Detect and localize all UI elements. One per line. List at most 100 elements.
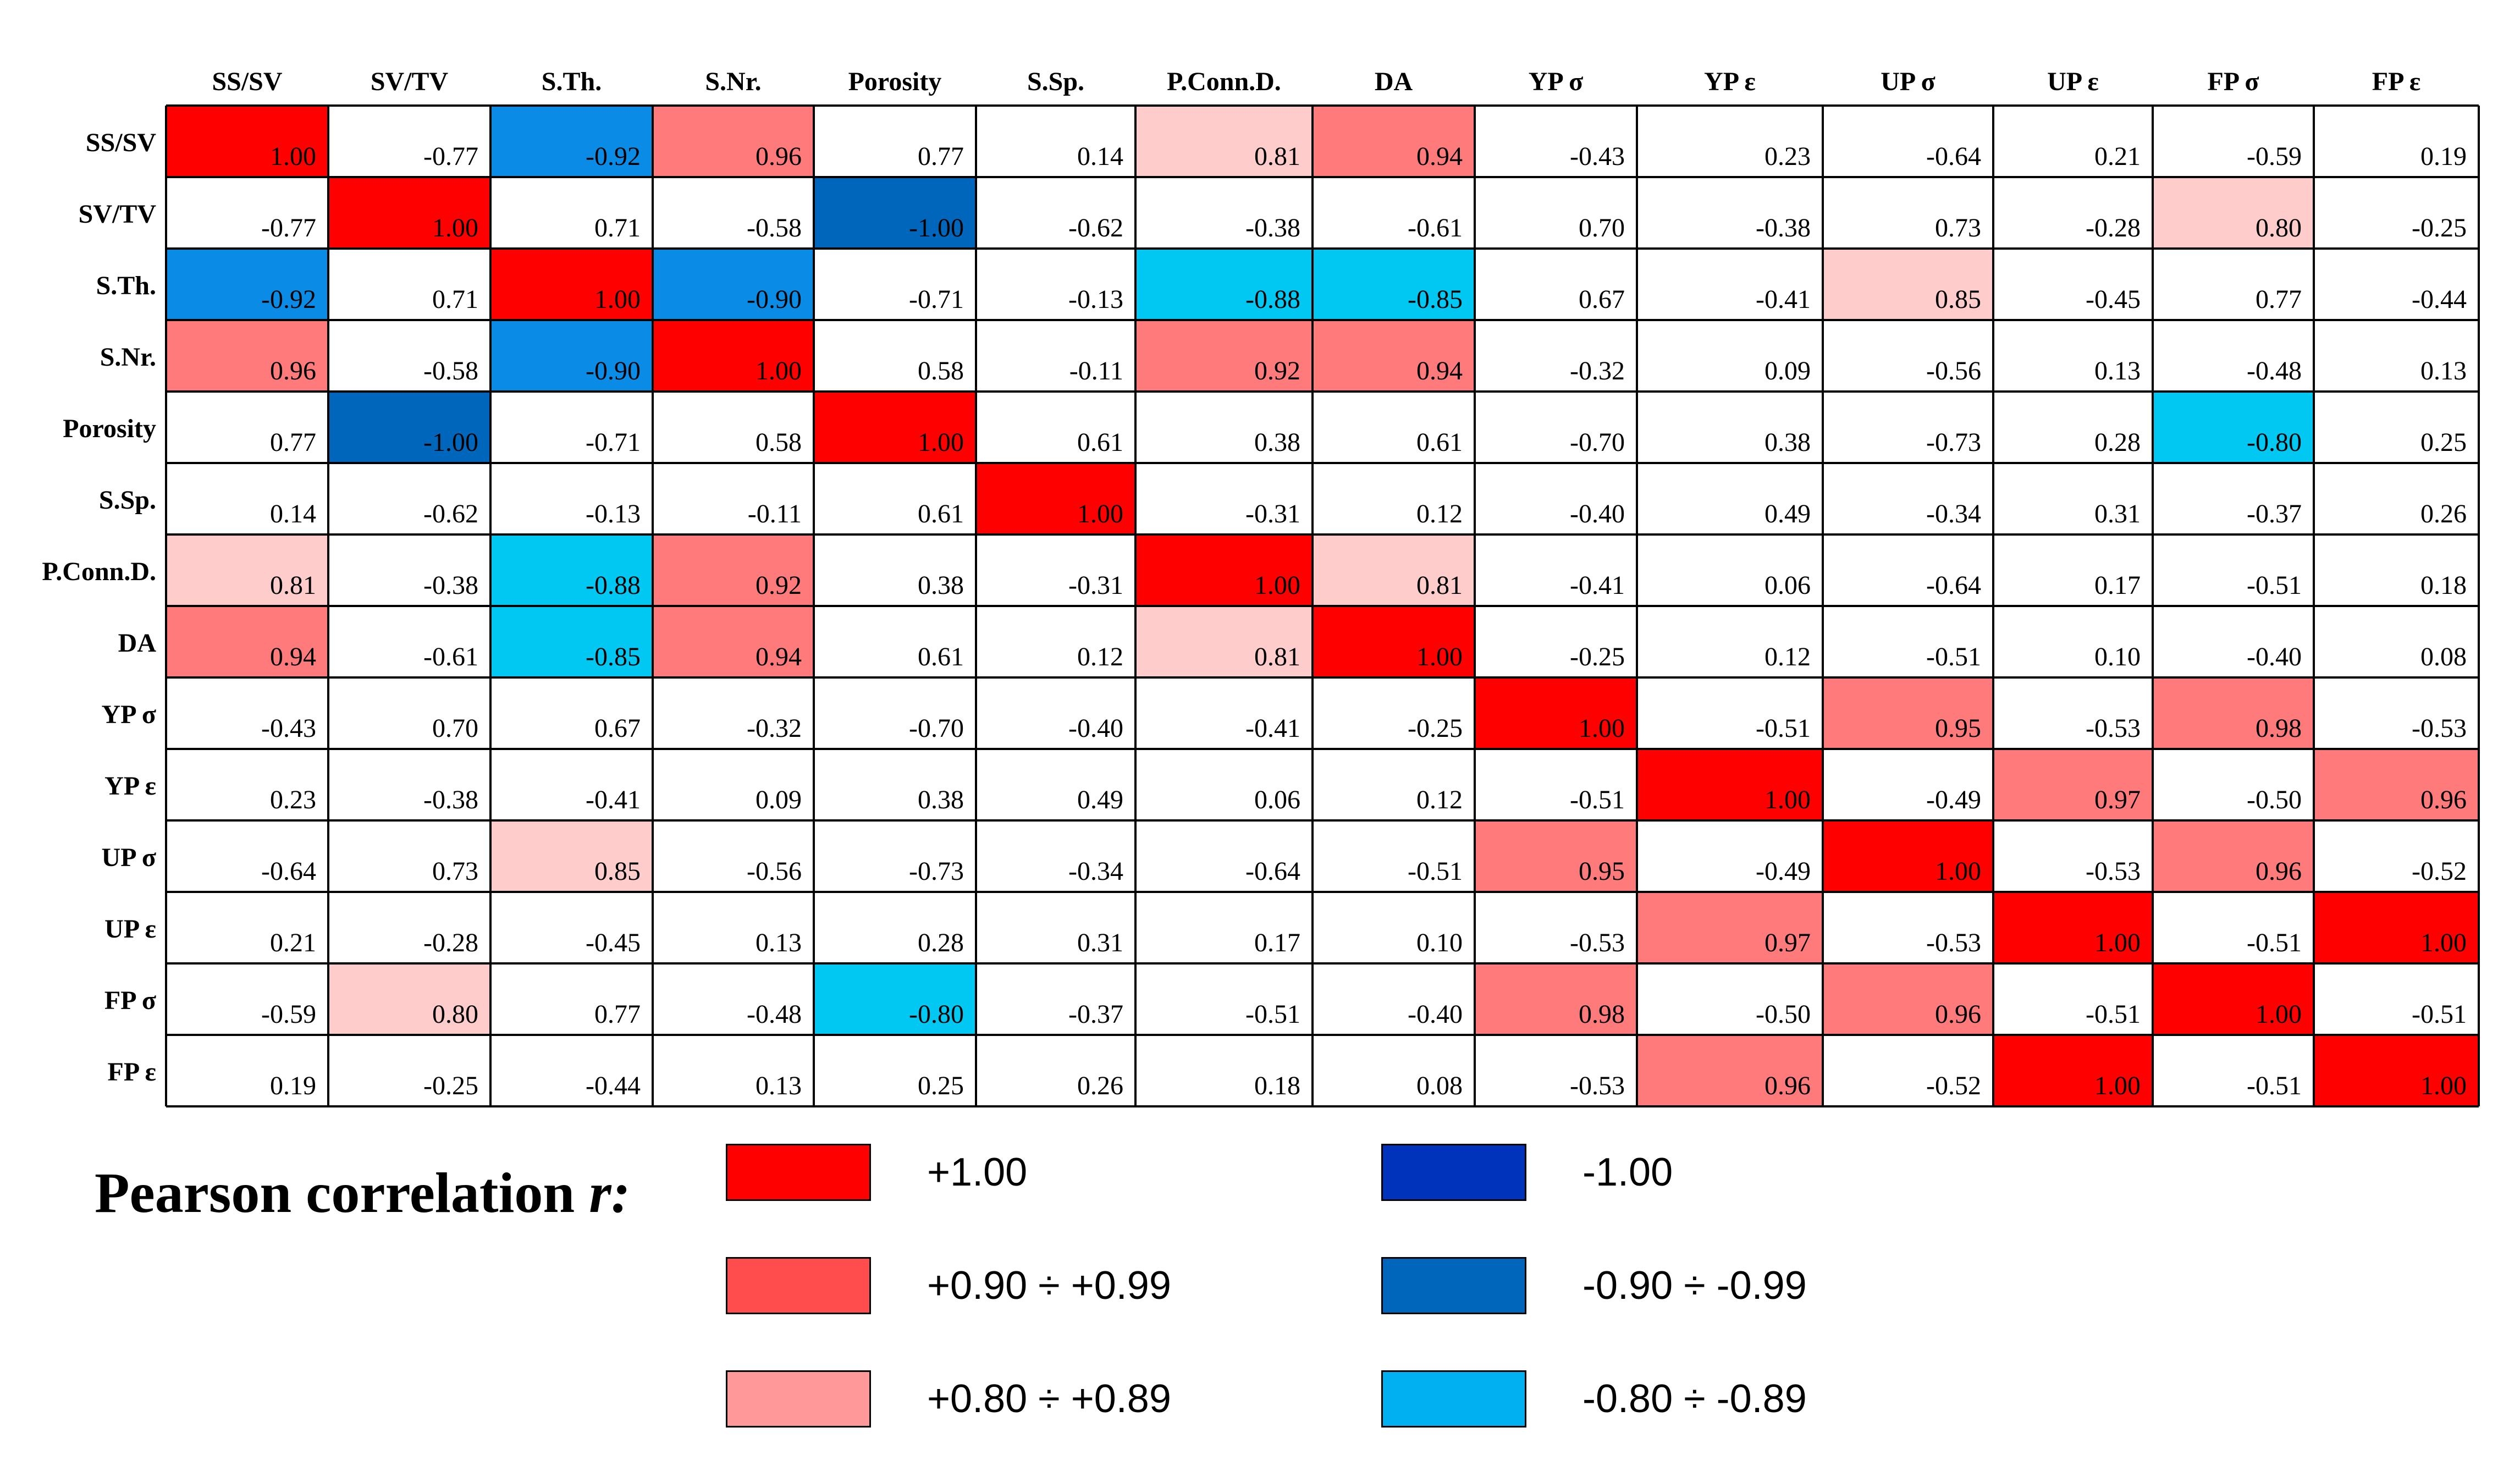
cell-value: 1.00 — [2420, 1071, 2467, 1100]
cell-value: -0.88 — [586, 571, 641, 600]
cell-value: -0.51 — [2247, 571, 2302, 600]
cell-fill — [166, 534, 328, 606]
cell-value: 0.12 — [1416, 499, 1463, 528]
cell-value: -0.50 — [2247, 785, 2302, 814]
cell-value: -0.85 — [1408, 285, 1463, 314]
cell-fill — [1637, 892, 1823, 963]
cell-value: -0.51 — [2086, 1000, 2141, 1029]
cell-value: 0.70 — [1579, 213, 1625, 243]
cell-fill — [1993, 749, 2153, 820]
cell-fill — [1313, 320, 1475, 392]
cell-value: -0.34 — [1068, 857, 1123, 886]
cell-value: 0.58 — [918, 356, 964, 385]
cell-value: 1.00 — [432, 213, 478, 243]
cell-fill — [328, 963, 490, 1035]
cell-value: -0.45 — [2086, 285, 2141, 314]
cell-fill — [2314, 1035, 2479, 1106]
cell-value: -0.51 — [2247, 928, 2302, 957]
cell-value: -0.70 — [1570, 428, 1625, 457]
cell-value: -0.11 — [748, 499, 802, 528]
cell-fill — [653, 534, 814, 606]
column-header: P.Conn.D. — [1167, 67, 1281, 96]
cell-value: 1.00 — [1416, 642, 1463, 671]
cell-fill — [2153, 963, 2314, 1035]
cell-fill — [653, 606, 814, 677]
legend-label: +0.90 ÷ +0.99 — [927, 1264, 1171, 1308]
cell-value: 0.81 — [1254, 642, 1300, 671]
cell-value: -0.58 — [423, 356, 478, 385]
cell-value: 0.38 — [918, 571, 964, 600]
cell-value: 0.28 — [2094, 428, 2141, 457]
legend-item-plus-1: +1.00 — [726, 1144, 1027, 1201]
legend-label: +0.80 ÷ +0.89 — [927, 1377, 1171, 1421]
column-headers: SS/SV SV/TV S.Th. S.Nr. Porosity S.Sp. P.Conn.… — [212, 67, 2420, 96]
cell-value: 0.98 — [1579, 1000, 1625, 1029]
cell-value: -0.64 — [1245, 857, 1300, 886]
cell-value: -0.59 — [2247, 142, 2302, 171]
cell-fill — [1475, 677, 1637, 749]
cell-value: -0.56 — [747, 857, 802, 886]
legend-swatch — [726, 1257, 871, 1314]
cell-value: -0.61 — [423, 642, 478, 671]
legend-swatch — [1381, 1257, 1526, 1314]
cell-value: -0.41 — [1570, 571, 1625, 600]
cell-value: 0.94 — [756, 642, 802, 671]
cell-value: 0.13 — [756, 928, 802, 957]
cell-value: -0.53 — [1926, 928, 1981, 957]
cell-value: 0.23 — [1764, 142, 1811, 171]
legend-label: -0.80 ÷ -0.89 — [1582, 1377, 1807, 1421]
cell-value: -0.64 — [261, 857, 316, 886]
cell-fill — [2153, 177, 2314, 249]
cell-value: 0.97 — [1764, 928, 1811, 957]
cell-value: -0.73 — [909, 857, 964, 886]
cell-value: 0.96 — [2420, 785, 2467, 814]
cell-value: 0.26 — [2420, 499, 2467, 528]
column-header: YP ε — [1704, 67, 1756, 96]
cell-value: 1.00 — [1077, 499, 1123, 528]
cell-value: -0.51 — [1926, 642, 1981, 671]
cell-value: -0.32 — [1570, 356, 1625, 385]
cell-value: -0.71 — [586, 428, 641, 457]
cell-value: -0.28 — [2086, 213, 2141, 243]
cell-value: 1.00 — [1254, 571, 1300, 600]
cell-value: 1.00 — [594, 285, 641, 314]
cell-value: 0.38 — [1764, 428, 1811, 457]
cell-value: 0.09 — [756, 785, 802, 814]
cell-value: -0.13 — [1068, 285, 1123, 314]
cell-value: -0.58 — [747, 213, 802, 243]
row-headers: SS/SV SV/TV S.Th. S.Nr. Porosity S.Sp. P.Conn.… — [42, 128, 156, 1087]
cell-value: -0.38 — [1756, 213, 1811, 243]
row-header: SV/TV — [79, 200, 157, 229]
cell-fill — [1823, 963, 1993, 1035]
cell-value: -0.31 — [1245, 499, 1300, 528]
cell-fill — [1313, 534, 1475, 606]
cell-value: -0.71 — [909, 285, 964, 314]
cell-value: -0.59 — [261, 1000, 316, 1029]
cell-value: 1.00 — [2256, 1000, 2302, 1029]
legend-swatch — [1381, 1370, 1526, 1428]
cell-value: -0.53 — [2086, 714, 2141, 743]
cell-value: 0.14 — [1077, 142, 1123, 171]
row-header: YP ε — [104, 771, 156, 801]
legend-label: -1.00 — [1582, 1150, 1673, 1194]
cell-value: -1.00 — [909, 213, 964, 243]
column-header: S.Sp. — [1027, 67, 1084, 96]
cell-value: 0.92 — [756, 571, 802, 600]
cell-value: 1.00 — [1764, 785, 1811, 814]
cell-value: 0.19 — [270, 1071, 316, 1100]
cell-value: 1.00 — [2094, 1071, 2141, 1100]
cell-value: -0.41 — [1245, 714, 1300, 743]
cell-value: -0.51 — [1756, 714, 1811, 743]
cell-value: -0.56 — [1926, 356, 1981, 385]
cell-value: 0.71 — [432, 285, 478, 314]
cell-fill — [490, 606, 653, 677]
cell-value: 1.00 — [1935, 857, 1981, 886]
matrix-cells: 1.00 -0.77 -0.92 0.96 0.77 0.14 0.81 0.94 -0.43 0… — [166, 106, 2479, 1106]
row-header: S.Nr. — [100, 343, 156, 372]
legend-title-symbol: r: — [589, 1161, 631, 1225]
cell-value: 0.06 — [1254, 785, 1300, 814]
column-header: UP ε — [2047, 67, 2099, 96]
cell-value: 0.96 — [270, 356, 316, 385]
column-header: S.Th. — [542, 67, 602, 96]
row-header: DA — [118, 629, 157, 658]
